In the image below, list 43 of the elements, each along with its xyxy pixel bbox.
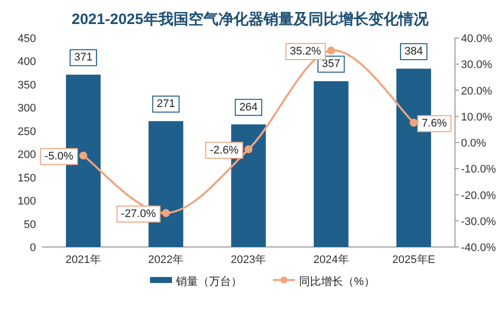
y-tick-label: 100 [18,196,36,208]
y2-tick-label: -10.0% [461,164,496,176]
y2-tick-label: 0.0% [461,138,486,150]
x-tick-label: 2022年 [148,254,184,266]
y2-tick-label: 10.0% [461,111,492,124]
data-label: 384 [404,46,423,58]
point [162,209,170,218]
chart-title: 2021-2025年我国空气净化器销量及同比增长变化情况 [72,10,430,28]
data-label: -5.0% [44,150,74,163]
y-tick-label: 300 [18,102,36,115]
y-tick-label: 350 [18,79,36,92]
data-label: 271 [156,98,176,110]
x-tick-label: 2025年E [392,254,436,266]
x-tick-label: 2021年 [66,254,102,266]
data-label: -27.0% [121,208,156,220]
data-label: 371 [74,52,92,64]
point [410,118,418,127]
y2-tick-label: -20.0% [461,190,496,202]
y-tick-label: 50 [24,218,36,231]
point [79,152,88,160]
data-label: 7.6% [422,118,447,130]
bar [314,81,348,247]
y-tick-label: 400 [18,56,36,68]
data-label: 264 [239,101,258,114]
point [327,46,336,55]
y-tick-label: 200 [18,149,36,162]
data-label: 35.2% [290,46,322,58]
y2-tick-label: -40.0% [461,242,496,254]
legend-label: 销量（万台） [175,275,242,288]
y-tick-label: 150 [18,172,36,184]
y-tick-label: 0 [30,242,36,254]
y-tick-label: 450 [18,33,36,45]
y-tick-label: 250 [18,126,36,138]
y2-tick-label: 40.0% [461,33,492,45]
data-label: -2.6% [210,144,239,156]
y2-tick-label: 30.0% [461,59,492,72]
legend-label: 同比增长（%） [299,275,375,288]
y2-tick-label: -30.0% [461,216,496,228]
x-tick-label: 2024年 [313,254,349,266]
point [244,145,252,154]
y2-tick-label: 20.0% [461,85,492,98]
x-tick-label: 2023年 [230,254,266,266]
data-label: 357 [322,58,340,70]
